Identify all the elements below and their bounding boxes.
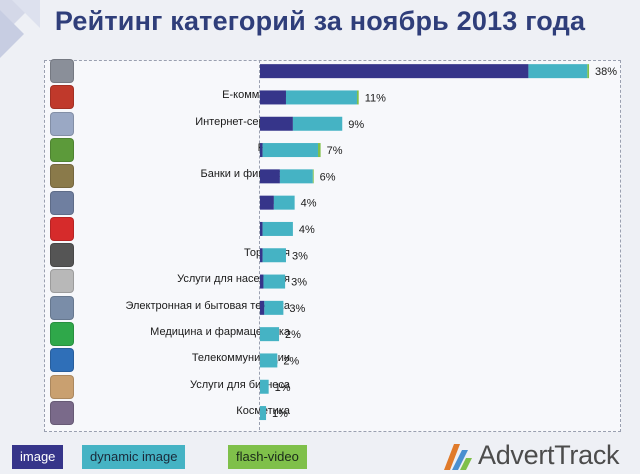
bar-segment-image bbox=[260, 300, 265, 315]
electronics-icon bbox=[50, 295, 74, 320]
bar-segment-image bbox=[260, 116, 293, 131]
bar-segment-image bbox=[260, 64, 529, 79]
bar-segment-dynamic-image bbox=[264, 300, 284, 315]
services-icon bbox=[50, 269, 74, 294]
logo-mark-icon bbox=[444, 444, 472, 470]
legend-item-dynamic-image: dynamic image bbox=[82, 445, 186, 469]
value-label: 3% bbox=[289, 303, 305, 315]
cosmetics-icon bbox=[50, 400, 74, 425]
bar-segment-dynamic-image bbox=[262, 248, 286, 263]
bar-segment-dynamic-image bbox=[262, 143, 319, 158]
ecommerce-icon bbox=[50, 85, 74, 110]
category-label: Медицина и фармацевтика bbox=[150, 326, 290, 338]
value-label: 3% bbox=[291, 277, 307, 289]
bar-segment-image bbox=[260, 90, 286, 105]
fmcg-basket-icon bbox=[50, 137, 74, 162]
newspaper-icon bbox=[50, 190, 74, 215]
bar-segment-flash-video bbox=[312, 169, 314, 184]
value-label: 4% bbox=[299, 224, 315, 236]
value-label: 9% bbox=[348, 119, 364, 131]
value-label: 2% bbox=[283, 355, 299, 367]
value-label: 3% bbox=[292, 250, 308, 262]
bar-segment-image bbox=[260, 248, 263, 263]
medical-cross-icon bbox=[50, 322, 74, 346]
value-label: 1% bbox=[275, 382, 291, 394]
bar-segment-dynamic-image bbox=[285, 90, 357, 105]
logo-text: AdvertTrack bbox=[478, 440, 620, 470]
bar-segment-image bbox=[260, 169, 280, 184]
globe-icon bbox=[50, 348, 74, 373]
bar-segment-flash-video bbox=[356, 90, 359, 105]
bar-segment-image bbox=[260, 221, 263, 236]
car-icon bbox=[50, 216, 74, 241]
value-label: 2% bbox=[285, 329, 301, 341]
bar-segment-dynamic-image bbox=[528, 64, 588, 79]
internet-services-icon bbox=[50, 111, 74, 136]
bar-segment-dynamic-image bbox=[292, 116, 343, 131]
value-label: 1% bbox=[272, 408, 288, 420]
value-label: 4% bbox=[301, 198, 317, 210]
bar-segment-dynamic-image bbox=[262, 221, 293, 236]
category-axis-line bbox=[259, 60, 260, 430]
bar-segment-dynamic-image bbox=[279, 169, 313, 184]
value-label: 6% bbox=[320, 171, 336, 183]
gamepad-icon bbox=[50, 59, 74, 83]
bar-segment-dynamic-image bbox=[260, 327, 280, 342]
value-label: 11% bbox=[365, 92, 386, 104]
shopping-icon bbox=[50, 243, 74, 268]
category-label: Электронная и бытовая техника bbox=[125, 299, 290, 312]
money-icon bbox=[50, 164, 74, 189]
value-label: 7% bbox=[327, 145, 343, 157]
bar-segment-image bbox=[260, 143, 263, 158]
chart-title: Рейтинг категорий за ноябрь 2013 года bbox=[54, 6, 586, 36]
bar-segment-dynamic-image bbox=[263, 274, 286, 289]
bar-segment-dynamic-image bbox=[260, 406, 267, 421]
corner-decoration bbox=[0, 0, 40, 58]
bar-segment-flash-video bbox=[318, 143, 321, 158]
legend-item-image: image bbox=[12, 445, 64, 469]
bar-segment-dynamic-image bbox=[260, 353, 278, 368]
handshake-icon bbox=[50, 374, 74, 399]
value-label: 38% bbox=[595, 66, 617, 78]
bar-segment-dynamic-image bbox=[273, 195, 295, 210]
bar-segment-flash-video bbox=[587, 64, 590, 79]
bar-segment-dynamic-image bbox=[260, 379, 269, 394]
bar-segment-image bbox=[260, 195, 274, 210]
bar-segment-image bbox=[260, 274, 264, 289]
legend-item-flash-video: flash-video bbox=[228, 445, 307, 469]
